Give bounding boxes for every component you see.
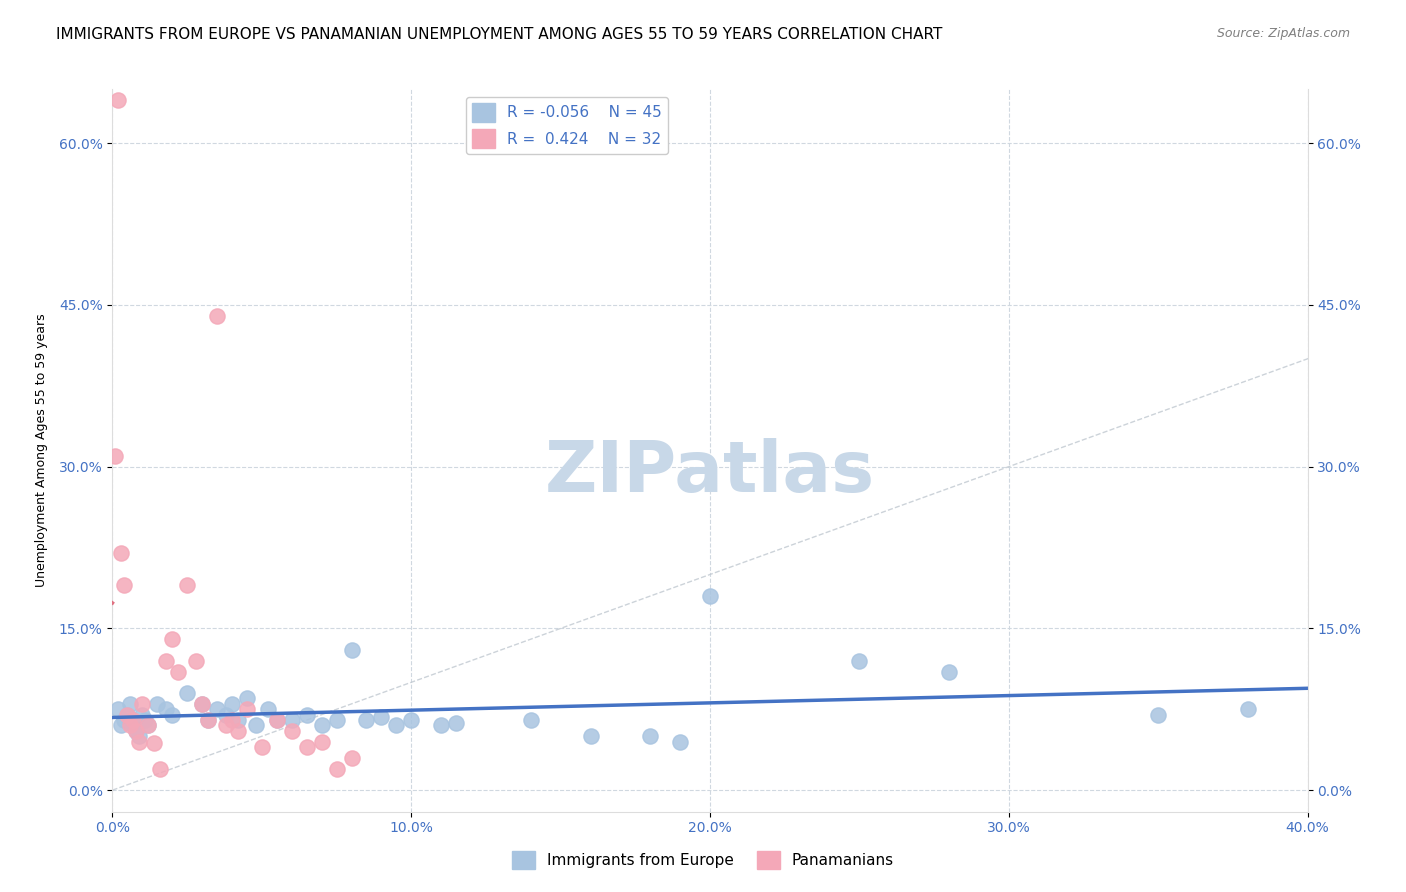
Point — [221, 697, 243, 711]
Point — [131, 707, 153, 722]
Point — [125, 723, 148, 738]
Point — [325, 713, 347, 727]
Point — [191, 697, 214, 711]
Point — [134, 713, 156, 727]
Point — [236, 691, 259, 706]
Point — [162, 632, 183, 647]
Point — [221, 713, 243, 727]
Point — [295, 707, 318, 722]
Point — [107, 93, 129, 107]
Legend: R = -0.056    N = 45, R =  0.424    N = 32: R = -0.056 N = 45, R = 0.424 N = 32 — [465, 97, 668, 154]
Point — [114, 713, 135, 727]
Point — [311, 718, 333, 732]
Point — [226, 723, 249, 738]
Point — [155, 702, 177, 716]
Point — [669, 734, 692, 748]
Point — [266, 713, 288, 727]
Point — [1147, 707, 1170, 722]
Point — [155, 654, 177, 668]
Point — [107, 702, 129, 716]
Point — [699, 589, 721, 603]
Point — [215, 718, 238, 732]
Point — [122, 718, 145, 732]
Point — [281, 713, 304, 727]
Point — [236, 702, 259, 716]
Point — [114, 578, 135, 592]
Point — [125, 723, 148, 738]
Point — [117, 707, 139, 722]
Point — [146, 697, 169, 711]
Text: Source: ZipAtlas.com: Source: ZipAtlas.com — [1216, 27, 1350, 40]
Point — [138, 718, 160, 732]
Point — [281, 723, 304, 738]
Point — [205, 309, 228, 323]
Point — [122, 713, 145, 727]
Point — [250, 739, 273, 754]
Point — [110, 546, 132, 560]
Point — [430, 718, 453, 732]
Point — [186, 654, 208, 668]
Point — [120, 697, 142, 711]
Point — [848, 654, 870, 668]
Point — [176, 578, 198, 592]
Point — [167, 665, 190, 679]
Point — [325, 762, 347, 776]
Point — [311, 734, 333, 748]
Point — [579, 729, 602, 743]
Point — [120, 718, 142, 732]
Point — [138, 718, 160, 732]
Point — [257, 702, 280, 716]
Point — [197, 713, 219, 727]
Point — [131, 697, 153, 711]
Legend: Immigrants from Europe, Panamanians: Immigrants from Europe, Panamanians — [506, 845, 900, 875]
Point — [444, 716, 467, 731]
Point — [117, 707, 139, 722]
Y-axis label: Unemployment Among Ages 55 to 59 years: Unemployment Among Ages 55 to 59 years — [35, 314, 48, 587]
Text: IMMIGRANTS FROM EUROPE VS PANAMANIAN UNEMPLOYMENT AMONG AGES 55 TO 59 YEARS CORR: IMMIGRANTS FROM EUROPE VS PANAMANIAN UNE… — [56, 27, 942, 42]
Point — [143, 736, 166, 750]
Point — [104, 449, 127, 463]
Point — [401, 713, 423, 727]
Point — [176, 686, 198, 700]
Point — [385, 718, 408, 732]
Point — [162, 707, 183, 722]
Point — [640, 729, 662, 743]
Point — [1237, 702, 1260, 716]
Point — [938, 665, 960, 679]
Point — [245, 718, 267, 732]
Point — [340, 643, 363, 657]
Point — [149, 762, 172, 776]
Point — [356, 713, 378, 727]
Point — [110, 718, 132, 732]
Point — [266, 713, 288, 727]
Point — [205, 702, 228, 716]
Text: ZIPatlas: ZIPatlas — [546, 438, 875, 507]
Point — [370, 710, 392, 724]
Point — [215, 707, 238, 722]
Point — [128, 734, 150, 748]
Point — [295, 739, 318, 754]
Point — [520, 713, 543, 727]
Point — [191, 697, 214, 711]
Point — [128, 729, 150, 743]
Point — [226, 713, 249, 727]
Point — [197, 713, 219, 727]
Point — [340, 751, 363, 765]
